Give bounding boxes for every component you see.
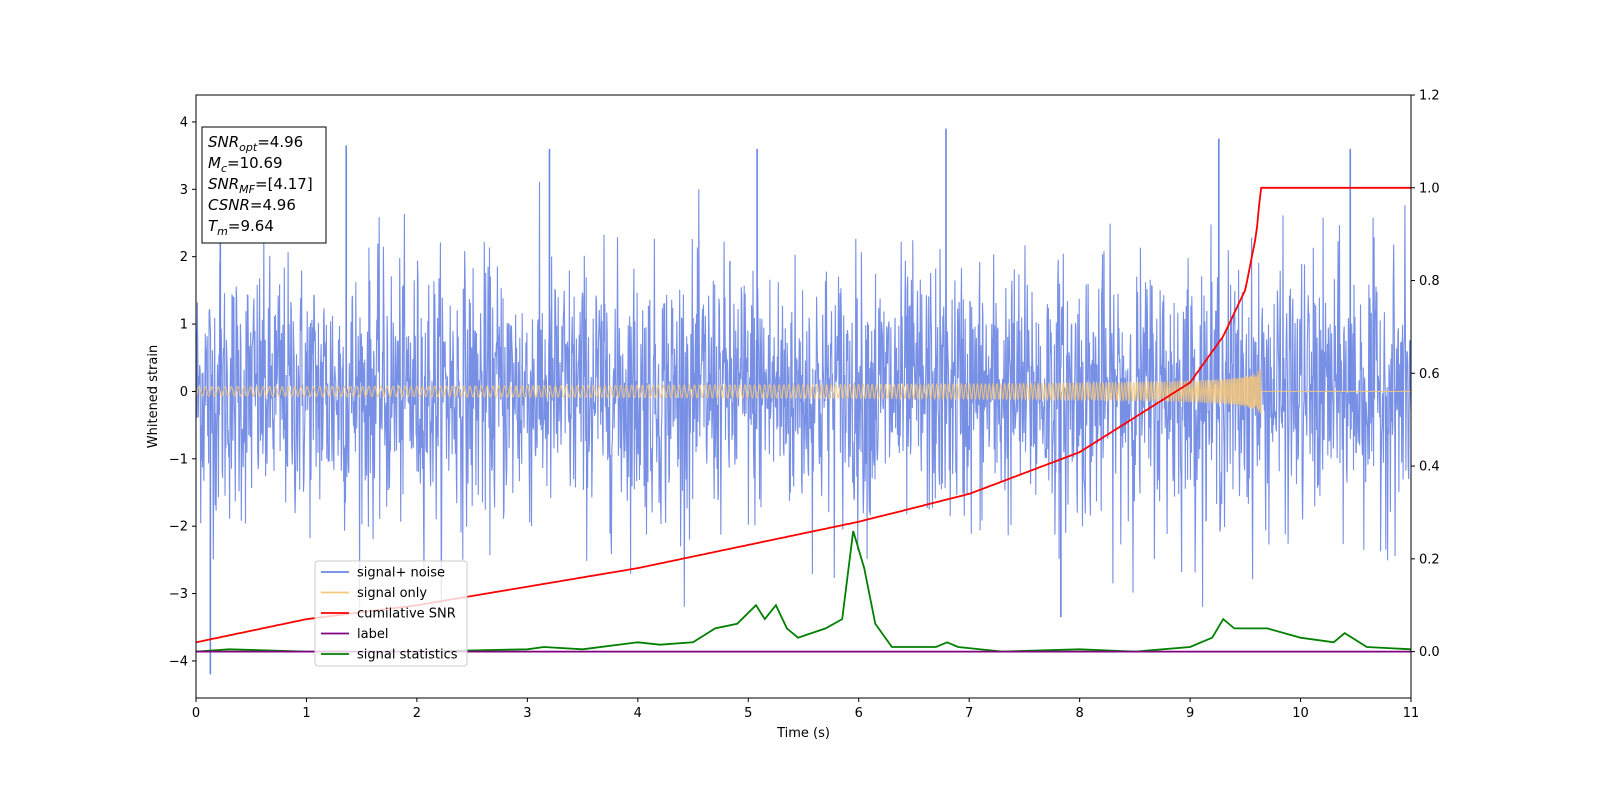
y-right-tick-label: 0.6 — [1419, 367, 1440, 382]
legend-label: signal+ noise — [357, 566, 445, 581]
y-tick-label: −4 — [169, 654, 188, 669]
legend: signal+ noise signal only cumilative SNR la… — [314, 560, 468, 667]
annotation-symbol: T — [208, 217, 219, 235]
y-right-tick-label: 0.8 — [1419, 274, 1440, 289]
signal-only-series — [195, 368, 1411, 414]
annotation-symbol: CSNR — [208, 196, 250, 214]
y-right-tick-label: 1.2 — [1419, 89, 1440, 104]
annotation-subscript: c — [221, 162, 227, 175]
y-tick-label: 0 — [180, 385, 188, 400]
signal-only-line — [195, 368, 1411, 414]
annotation-subscript: opt — [239, 141, 258, 154]
signal-noise-series — [195, 128, 1412, 675]
y-tick-label: 4 — [180, 115, 188, 130]
signal-statistics-line — [195, 530, 1412, 653]
legend-label: label — [357, 627, 388, 642]
annotation-subscript: MF — [239, 183, 255, 196]
annotation-frame — [201, 126, 327, 244]
annotation-line: SNRopt=4.96 — [208, 133, 303, 154]
x-tick-label: 4 — [634, 706, 642, 721]
y-axis-right: 0.0 0.2 0.4 0.6 0.8 1.0 1.2 — [1411, 89, 1440, 660]
annotation-symbol: M — [208, 154, 221, 172]
x-tick-label: 3 — [523, 706, 531, 721]
legend-label: cumilative SNR — [357, 607, 456, 622]
y-tick-label: −1 — [169, 452, 188, 467]
legend-label: signal statistics — [357, 648, 458, 663]
y-tick-label: −2 — [169, 520, 188, 535]
x-tick-label: 10 — [1292, 706, 1309, 721]
annotation-value: =4.96 — [257, 133, 303, 151]
x-tick-label: 0 — [192, 706, 200, 721]
x-tick-label: 2 — [413, 706, 421, 721]
annotation-line: Tm=9.64 — [208, 217, 274, 238]
signal-noise-line — [195, 181, 1412, 608]
signal-statistics-series — [195, 530, 1412, 653]
annotation-line: SNRMF=[4.17] — [208, 175, 313, 196]
y-axis-label: Whitened strain — [146, 345, 161, 448]
y-tick-label: 3 — [180, 183, 188, 198]
x-tick-label: 6 — [855, 706, 863, 721]
x-tick-label: 11 — [1403, 706, 1420, 721]
annotation-value: =[4.17] — [255, 175, 313, 193]
legend-frame — [314, 560, 468, 667]
annotation-symbol: SNR — [208, 175, 239, 193]
legend-label: signal only — [357, 586, 427, 601]
x-tick-label: 8 — [1075, 706, 1083, 721]
x-tick-label: 5 — [744, 706, 752, 721]
annotation-line: Mc=10.69 — [208, 154, 283, 175]
y-axis-left: −4 −3 −2 −1 0 1 2 3 4 — [169, 115, 196, 669]
x-axis: 0 1 2 3 4 5 6 7 8 9 10 11 — [192, 698, 1419, 721]
y-right-tick-label: 0.4 — [1419, 460, 1440, 475]
annotation-value: =9.64 — [228, 217, 274, 235]
y-tick-label: −3 — [169, 587, 188, 602]
x-axis-label: Time (s) — [776, 726, 830, 741]
y-right-tick-label: 1.0 — [1419, 181, 1440, 196]
annotation-subscript: m — [217, 225, 228, 238]
plot-frame — [195, 94, 1412, 699]
y-tick-label: 1 — [180, 318, 188, 333]
y-tick-label: 2 — [180, 250, 188, 265]
annotation-symbol: SNR — [208, 133, 239, 151]
stats-annotation-box: SNRopt=4.96Mc=10.69SNRMF=[4.17]CSNR=4.96… — [201, 126, 327, 244]
x-tick-label: 7 — [965, 706, 973, 721]
x-tick-label: 1 — [302, 706, 310, 721]
x-tick-label: 9 — [1186, 706, 1194, 721]
annotation-value: =4.96 — [250, 196, 296, 214]
y-right-tick-label: 0.0 — [1419, 645, 1440, 660]
annotation-line: CSNR=4.96 — [208, 196, 296, 214]
y-right-tick-label: 0.2 — [1419, 552, 1440, 567]
annotation-value: =10.69 — [227, 154, 283, 172]
